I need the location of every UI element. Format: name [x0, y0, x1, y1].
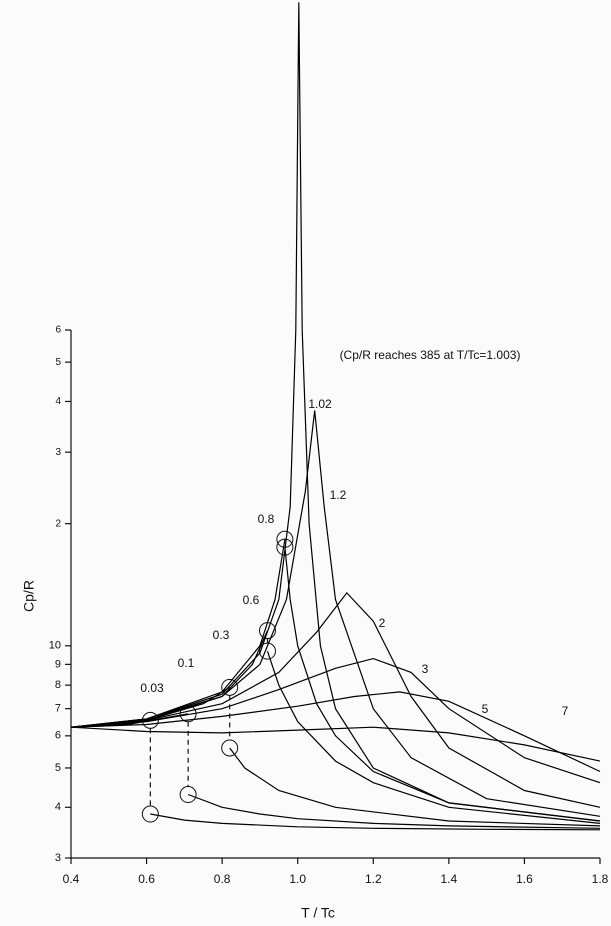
curve: [70, 726, 601, 762]
curve-label: 0.1: [178, 656, 195, 670]
y-tick-label: 6: [55, 730, 61, 742]
curve: [70, 539, 601, 822]
x-tick-label: 1.0: [289, 872, 306, 886]
curve: [70, 657, 601, 784]
curve: [70, 691, 601, 773]
x-axis-label: T / Tc: [301, 905, 335, 921]
curve-label: 0.03: [140, 681, 164, 695]
curve: [70, 2, 601, 822]
y-tick-label: 10: [49, 640, 61, 652]
saturation-point: [179, 786, 197, 804]
y-axis-label: Cp/R: [21, 580, 37, 612]
x-tick-label: 0.6: [138, 872, 155, 886]
curve: [70, 591, 601, 808]
curve: [70, 410, 601, 817]
saturation-point: [276, 538, 294, 556]
saturation-point: [141, 805, 159, 823]
curve-label: 5: [482, 702, 489, 716]
x-tick-label: 1.2: [365, 872, 382, 886]
curve-label: 0.6: [243, 593, 260, 607]
y-tick-label: 3: [55, 852, 61, 864]
curve-label: 2: [379, 616, 386, 630]
y-tick-label: 7: [55, 703, 61, 715]
y-tick-label: 4: [55, 801, 61, 813]
y-tick-label: 3: [55, 447, 61, 458]
curve-label: 0.8: [258, 512, 275, 526]
x-tick-label: 1.6: [516, 872, 533, 886]
y-tick-label: 8: [55, 679, 61, 691]
y-tick-label: 2: [55, 518, 61, 529]
annotation: (Cp/R reaches 385 at T/Tc=1.003): [340, 348, 521, 362]
x-tick-label: 1.8: [592, 872, 609, 886]
curve-label: 3: [422, 662, 429, 676]
x-tick-label: 1.4: [441, 872, 458, 886]
x-tick-label: 0.8: [214, 872, 231, 886]
curve-label: 1.2: [330, 488, 347, 502]
y-tick-label: 9: [55, 658, 61, 670]
x-tick-label: 0.4: [63, 872, 80, 886]
y-tick-label: 4: [55, 396, 61, 407]
saturation-point: [221, 739, 239, 757]
saturation-point: [221, 678, 239, 696]
saturation-point: [258, 642, 276, 660]
curve-label: 1.02: [308, 397, 332, 411]
y-tick-label: 6: [55, 325, 61, 336]
curve-label: 7: [562, 704, 569, 718]
y-tick-label: 5: [55, 357, 61, 368]
curve-label: 0.3: [213, 628, 230, 642]
y-tick-label: 5: [55, 762, 61, 774]
